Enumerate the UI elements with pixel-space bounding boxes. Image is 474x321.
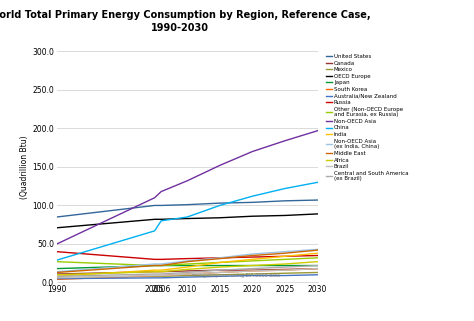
Y-axis label: (Quadrillion Btu): (Quadrillion Btu): [20, 135, 29, 199]
Text: mongabay.com using EIA 2009 data: mongabay.com using EIA 2009 data: [192, 273, 281, 278]
Text: World Total Primary Energy Consumption by Region, Reference Case,
1990-2030: World Total Primary Energy Consumption b…: [0, 10, 371, 33]
Legend: United States, Canada, Mexico, OECD Europe, Japan, South Korea, Australia/New Ze: United States, Canada, Mexico, OECD Euro…: [326, 54, 409, 181]
